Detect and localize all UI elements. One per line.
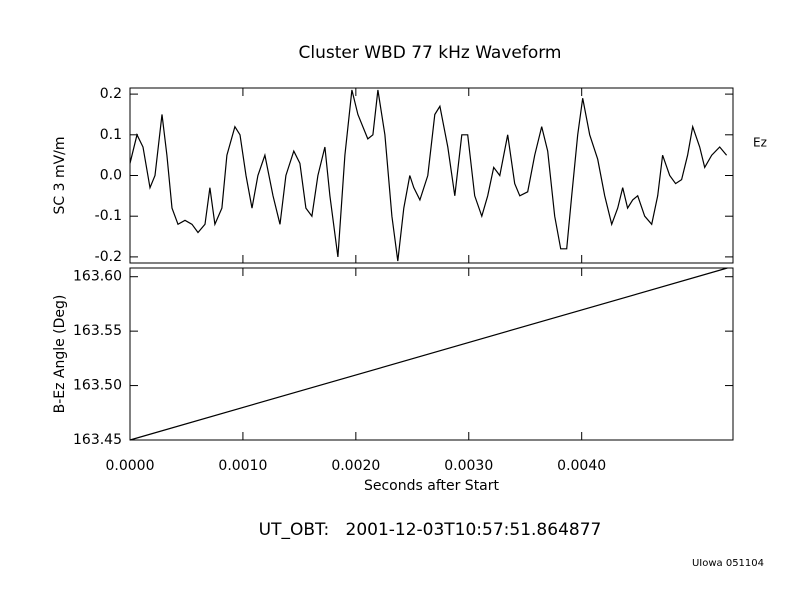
y-tick-label: -0.1 xyxy=(95,208,122,224)
chart-title: Cluster WBD 77 kHz Waveform xyxy=(299,43,562,63)
y-tick-label: 0.1 xyxy=(100,127,122,143)
x-axis-label: Seconds after Start xyxy=(364,478,500,494)
x-tick-label: 0.0040 xyxy=(557,458,606,474)
data-line xyxy=(129,267,728,441)
y-tick-label: 163.50 xyxy=(73,378,122,394)
y-tick-label: -0.2 xyxy=(95,249,122,265)
timestamp: UT_OBT: 2001-12-03T10:57:51.864877 xyxy=(259,520,602,540)
y-axis-label: B-Ez Angle (Deg) xyxy=(52,295,68,414)
y-tick-label: 163.45 xyxy=(73,432,122,448)
y-tick-label: 163.60 xyxy=(73,269,122,285)
x-tick-label: 0.0030 xyxy=(444,458,493,474)
y-tick-label: 0.0 xyxy=(100,168,122,184)
x-tick-label: 0.0020 xyxy=(331,458,380,474)
x-tick-label: 0.0010 xyxy=(218,458,267,474)
x-tick-label: 0.0000 xyxy=(106,458,155,474)
series-label: Ez xyxy=(753,136,767,150)
data-line xyxy=(129,89,728,262)
y-axis-label: SC 3 mV/m xyxy=(52,136,68,214)
y-tick-label: 163.55 xyxy=(73,323,122,339)
plot-frame xyxy=(129,267,734,441)
y-tick-label: 0.2 xyxy=(100,86,122,102)
credit: UIowa 051104 xyxy=(692,558,764,569)
